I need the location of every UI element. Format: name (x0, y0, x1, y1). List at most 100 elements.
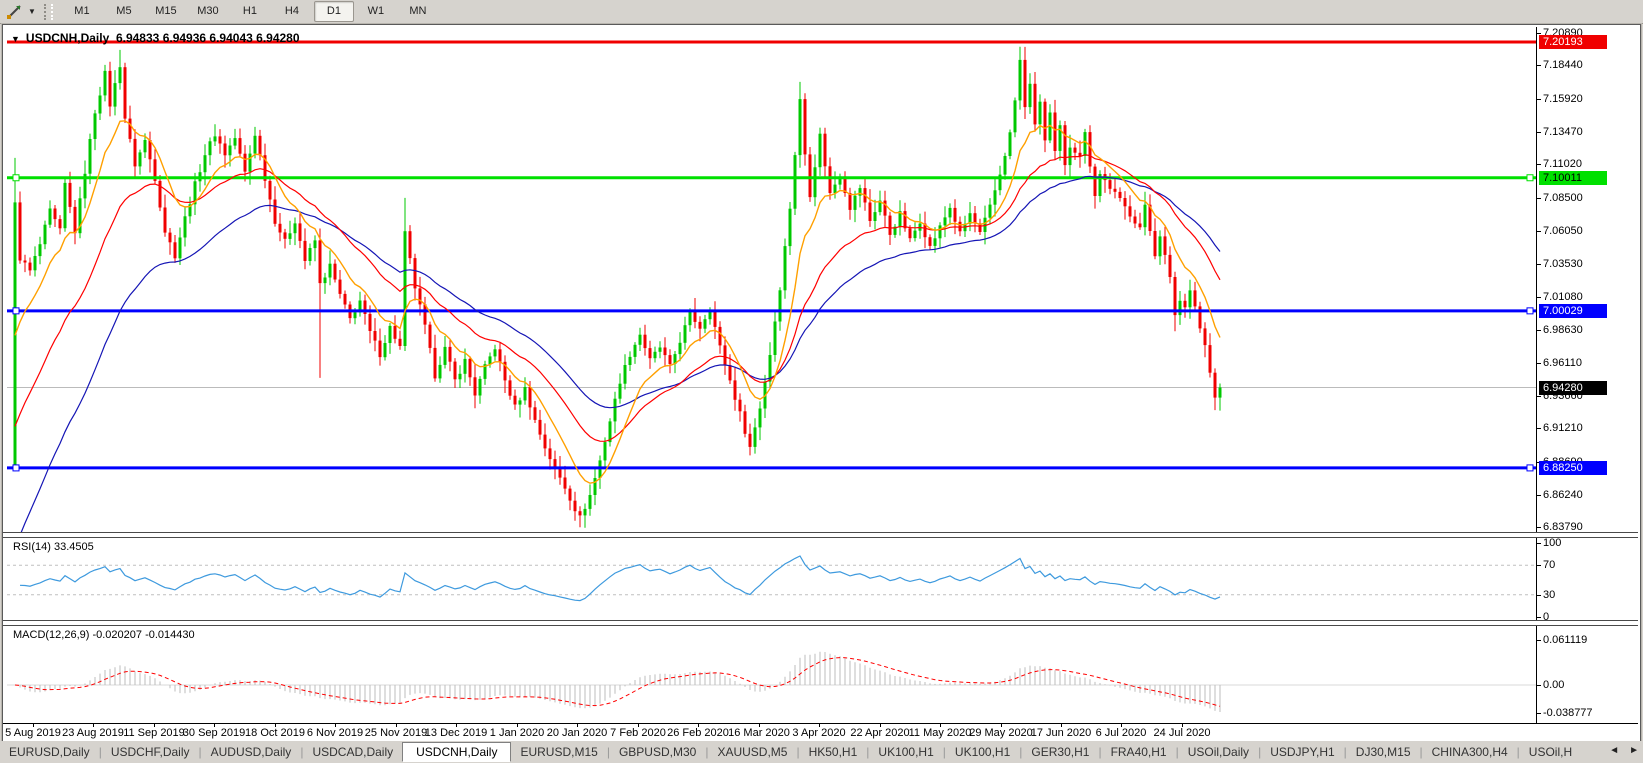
chart-tab-usdcad-daily[interactable]: USDCAD,Daily (312, 745, 394, 759)
tab-separator: | (1098, 745, 1102, 759)
timeframe-button-d1[interactable]: D1 (313, 1, 354, 22)
date-label: 7 Feb 2020 (610, 727, 666, 739)
timeframe-button-mn[interactable]: MN (409, 5, 427, 17)
price-badge-7.00029: 7.00029 (1539, 304, 1607, 318)
chart-title-caret-icon[interactable]: ▼ (11, 34, 20, 44)
chart-tab-dj30-m15[interactable]: DJ30,M15 (1355, 745, 1411, 759)
date-label: 29 May 2020 (969, 727, 1033, 739)
macd-tick-0.061119: 0.061119 (1543, 634, 1588, 646)
horizontal-level-lines (7, 40, 1536, 472)
chart-tab-hk50-h1[interactable]: HK50,H1 (808, 745, 858, 759)
macd-tick--0.038777: -0.038777 (1543, 707, 1593, 719)
date-tick-mark (698, 724, 699, 727)
ohlc-high: 6.94936 (162, 31, 207, 45)
toolbar-grip-handle[interactable] (43, 3, 53, 20)
chart-tab-eurusd-daily[interactable]: EURUSD,Daily (9, 745, 90, 759)
price-tick-7.15920-mark (1536, 99, 1541, 100)
chart-tab-bar: EURUSD,Daily | USDCHF,Daily | AUDUSD,Daily | U… (0, 741, 1643, 763)
timeframe-button-h1[interactable]: H1 (242, 5, 257, 17)
chart-tab-fra40-h1[interactable]: FRA40,H1 (1110, 745, 1167, 759)
price-tick-6.86240-mark (1536, 495, 1541, 496)
chart-tab-audusd-daily[interactable]: AUDUSD,Daily (210, 745, 292, 759)
price-badge-6.88250: 6.88250 (1539, 461, 1607, 475)
price-tick-6.91210: 6.91210 (1543, 422, 1583, 434)
price-chart-canvas[interactable] (5, 27, 1536, 532)
tabs-scroll-left-icon[interactable]: ◄ (1609, 745, 1620, 756)
date-label: 13 Dec 2019 (424, 727, 488, 739)
date-tick-mark (396, 724, 397, 727)
cursor-tool-icon[interactable] (2, 2, 28, 22)
date-tick-mark (759, 724, 760, 727)
chart-tab-uk100-h1[interactable]: UK100,H1 (878, 745, 934, 759)
price-badge-6.94280: 6.94280 (1539, 381, 1607, 395)
date-tick-mark (880, 724, 881, 727)
date-tick-mark (1121, 724, 1122, 727)
timeframe-button-m1[interactable]: M1 (74, 5, 90, 17)
chart-tab-usoil-daily[interactable]: USOil,Daily (1187, 745, 1250, 759)
macd-indicator-canvas[interactable] (5, 626, 1536, 723)
rsi-tick-0-mark (1536, 617, 1541, 618)
date-tick-mark (275, 724, 276, 727)
date-label: 6 Nov 2019 (306, 727, 364, 739)
date-tick-mark (154, 724, 155, 727)
chart-tab-usdchf-daily[interactable]: USDCHF,Daily (110, 745, 190, 759)
tab-separator: | (1258, 745, 1262, 759)
macd-tick-0.00: 0.00 (1543, 679, 1565, 691)
date-label: 5 Aug 2019 (5, 727, 61, 739)
price-tick-7.03530-mark (1536, 264, 1541, 265)
chart-tab-eurusd-m15[interactable]: EURUSD,M15 (520, 745, 598, 759)
macd-tick-0.061119-mark (1536, 640, 1541, 641)
timeframe-button-m5[interactable]: M5 (116, 5, 132, 17)
timeframe-button-w1[interactable]: W1 (367, 5, 385, 17)
price-tick-6.91210-mark (1536, 428, 1541, 429)
date-tick-mark (1061, 724, 1062, 727)
timeframe-button-h4[interactable]: H4 (284, 5, 299, 17)
tabs-scroll-right-icon[interactable]: ► (1629, 745, 1639, 756)
date-label: 3 Apr 2020 (792, 727, 846, 739)
price-tick-6.83790-mark (1536, 527, 1541, 528)
rsi-indicator-canvas[interactable] (5, 538, 1536, 620)
chart-tab-usdjpy-h1[interactable]: USDJPY,H1 (1270, 745, 1335, 759)
tab-separator: | (1019, 745, 1023, 759)
date-label: 30 Sep 2019 (182, 727, 246, 739)
tab-separator: | (98, 745, 102, 759)
tool-dropdown-caret-icon[interactable]: ▼ (28, 7, 36, 16)
price-tick-6.86240: 6.86240 (1543, 489, 1583, 501)
rsi-tick-0: 0 (1543, 611, 1550, 623)
chart-tab-xauusd-m5[interactable]: XAUUSD,M5 (717, 745, 788, 759)
price-tick-7.15920: 7.15920 (1543, 93, 1583, 105)
chart-tab-usdcnh-daily[interactable]: USDCNH,Daily (402, 741, 512, 762)
date-label: 22 Apr 2020 (850, 727, 910, 739)
price-tick-7.08500-mark (1536, 198, 1541, 199)
date-tick-mark (456, 724, 457, 727)
chart-tab-usoil-h[interactable]: USOil,H (1528, 745, 1573, 759)
price-tick-6.96110: 6.96110 (1543, 357, 1582, 369)
top-toolbar: ▼ M1 M5 M15 M30 H1 H4 D1 W1 MN (0, 0, 1643, 24)
chart-symbol-label: USDCNH,Daily (25, 31, 110, 45)
date-label: 6 Jul 2020 (1095, 727, 1147, 739)
date-tick-mark (335, 724, 336, 727)
date-tick-mark (93, 724, 94, 727)
price-tick-6.83790: 6.83790 (1543, 521, 1583, 533)
date-tick-mark (33, 724, 34, 727)
macd-tick--0.038777-mark (1536, 713, 1541, 714)
price-tick-7.18440: 7.18440 (1543, 59, 1583, 71)
price-tick-7.18440-mark (1536, 65, 1541, 66)
date-label: 23 Aug 2019 (62, 727, 124, 739)
rsi-tick-100-mark (1536, 543, 1541, 544)
chart-tab-gbpusd-m30[interactable]: GBPUSD,M30 (618, 745, 697, 759)
timeframe-button-m30[interactable]: M30 (197, 5, 219, 17)
rsi-tick-30-mark (1536, 595, 1541, 596)
pane-splitter-macd[interactable] (3, 620, 1638, 626)
tab-separator: | (300, 745, 304, 759)
chart-tab-china300-h4[interactable]: CHINA300,H4 (1431, 745, 1508, 759)
timeframe-button-m15[interactable]: M15 (155, 5, 177, 17)
pane-splitter-rsi[interactable] (3, 532, 1638, 538)
chart-tab-uk100-h1[interactable]: UK100,H1 (954, 745, 1011, 759)
date-label: 11 Sep 2019 (123, 727, 185, 739)
chart-tab-ger30-h1[interactable]: GER30,H1 (1031, 745, 1090, 759)
tab-separator: | (198, 745, 202, 759)
price-tick-7.11020: 7.11020 (1543, 158, 1582, 170)
price-badge-7.10011: 7.10011 (1539, 171, 1607, 185)
price-tick-7.11020-mark (1536, 164, 1541, 165)
